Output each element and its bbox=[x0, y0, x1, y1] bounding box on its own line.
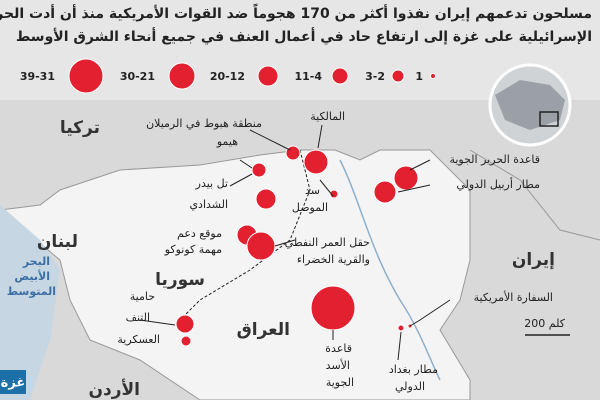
legend-label: 1 bbox=[415, 70, 423, 83]
gaza-label: غزة bbox=[1, 376, 26, 391]
leader-line bbox=[397, 184, 431, 193]
leader-line bbox=[139, 319, 176, 326]
site-label: هيمو bbox=[216, 135, 238, 148]
country-label: سوريا bbox=[155, 270, 205, 290]
attack-bubble bbox=[393, 165, 419, 191]
site-label: حقل العمر النفطي bbox=[285, 236, 370, 249]
leader-line bbox=[229, 173, 253, 187]
site-label: تل بيدر bbox=[195, 177, 228, 190]
site-label: الموصل bbox=[292, 201, 328, 214]
leader-line bbox=[319, 179, 334, 197]
legend-bubble bbox=[391, 69, 405, 83]
sea-label: البحر bbox=[22, 255, 50, 268]
attack-bubble bbox=[175, 314, 195, 334]
site-label: حامية bbox=[130, 290, 155, 303]
legend-bubble bbox=[331, 67, 349, 85]
attack-bubble bbox=[303, 149, 329, 175]
attack-bubble bbox=[255, 188, 277, 210]
attack-bubble bbox=[251, 162, 267, 178]
site-label: مطار أربيل الدولي bbox=[456, 177, 540, 191]
site-label: والقرية الخضراء bbox=[297, 253, 370, 266]
legend-bubble bbox=[68, 58, 104, 94]
attack-bubble bbox=[397, 324, 405, 332]
country-label: العراق bbox=[237, 320, 290, 340]
legend-label: 20-12 bbox=[210, 70, 245, 83]
river bbox=[339, 159, 441, 381]
attack-bubble bbox=[329, 189, 339, 199]
site-label: موقع دعم bbox=[177, 227, 222, 240]
leader-line bbox=[409, 159, 431, 171]
leader-line bbox=[409, 299, 451, 327]
border bbox=[469, 149, 600, 241]
site-label: السفارة الأمريكية bbox=[474, 290, 553, 304]
legend-label: 11-4 bbox=[294, 70, 322, 83]
site-label: منطقة هبوط في الرميلان bbox=[146, 117, 262, 130]
legend-bubble bbox=[430, 73, 436, 79]
sea-label: المتوسط bbox=[7, 285, 56, 298]
attack-bubble bbox=[373, 180, 397, 204]
legend-label: 30-21 bbox=[120, 70, 155, 83]
leader-line bbox=[317, 124, 323, 149]
legend-bubble bbox=[168, 62, 196, 90]
legend-label: 39-31 bbox=[20, 70, 55, 83]
syria-iraq bbox=[0, 149, 471, 400]
site-label: الجوية bbox=[326, 376, 354, 389]
country-label: الأردن bbox=[88, 379, 140, 400]
country-label: لبنان bbox=[37, 232, 78, 252]
site-label: سد bbox=[305, 184, 320, 197]
sea-label: الأبيض bbox=[14, 269, 50, 283]
site-label: التنف bbox=[126, 311, 150, 324]
site-label: مهمة كونوكو bbox=[164, 243, 222, 256]
sea bbox=[0, 205, 60, 400]
leader-line bbox=[397, 331, 402, 361]
attack-bubble bbox=[310, 285, 356, 331]
gaza-box bbox=[0, 370, 26, 394]
legend-bubble bbox=[257, 65, 279, 87]
leader-line bbox=[274, 239, 296, 247]
attack-bubble bbox=[180, 335, 192, 347]
country-label: تركيا bbox=[60, 118, 100, 138]
leader-line bbox=[249, 129, 291, 151]
site-label: قاعدة الحرير الجوية bbox=[449, 153, 540, 166]
site-label: الأسد bbox=[326, 358, 350, 372]
site-label: مطار بغداد bbox=[389, 363, 438, 376]
country-label: إيران bbox=[512, 250, 555, 270]
site-label: الشدادي bbox=[189, 198, 228, 211]
locator-box bbox=[539, 111, 559, 127]
attack-bubble bbox=[246, 231, 276, 261]
locator-land bbox=[495, 80, 565, 130]
legend-label: 3-2 bbox=[365, 70, 385, 83]
site-label: العسكرية bbox=[117, 333, 160, 346]
scale-label: 200 كلم bbox=[524, 317, 565, 330]
title-line: الإسرائيلية على غزة إلى ارتفاع حاد في أع… bbox=[16, 27, 592, 45]
attack-bubble bbox=[285, 145, 301, 161]
site-label: الدولي bbox=[395, 380, 425, 393]
site-label: المالكية bbox=[310, 110, 345, 123]
leader-line bbox=[239, 159, 253, 169]
title-line: مسلحون تدعمهم إيران نفذوا أكثر من 170 هج… bbox=[0, 3, 592, 22]
site-label: قاعدة bbox=[325, 342, 352, 355]
